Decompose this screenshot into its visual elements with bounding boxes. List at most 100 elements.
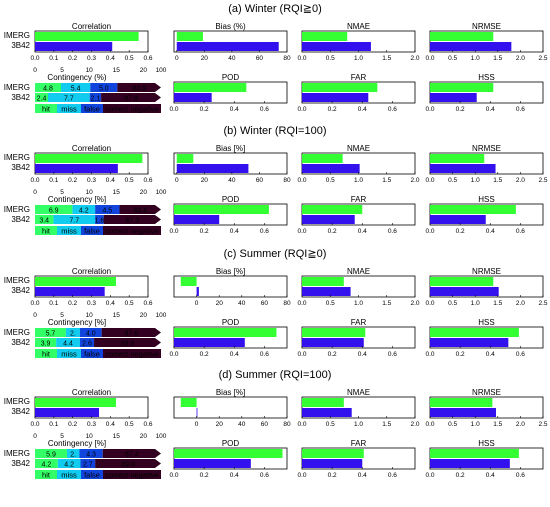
tick-label: 1.0 [471,177,480,184]
contingency-segment [72,205,96,214]
tick-label: 0.2 [328,106,337,113]
legend-swatch-correct-negative [103,104,161,113]
tick-label: 2.5 [538,421,547,428]
tick-label: 0.0 [297,55,306,62]
contingency-segment [103,215,161,224]
legend-label-miss: miss [61,227,77,236]
metric-title: HSS [478,318,494,327]
metric-title: Correlation [72,388,111,397]
contingency-value: 89.0 [121,462,135,469]
contingency-tick-label: 100 [156,189,167,196]
contingency-value: 1.6 [95,218,105,225]
metric-title: Correlation [72,22,111,31]
tick-label: 20 [216,300,224,307]
tick-label: 0.3 [87,421,96,428]
product-label-imerg: IMERG [4,276,30,285]
bar-imerg [35,398,116,407]
contingency-segment [53,215,96,224]
contingency-segment [35,215,54,224]
metric-title: Bias [%] [216,267,245,276]
tick-label: 2.5 [538,177,547,184]
bar-imerg [174,449,283,458]
tick-label: 1.0 [354,55,363,62]
bar-3b42 [196,287,199,296]
tick-label: 0.4 [486,351,495,358]
contingency-tick-label: 5 [60,67,64,74]
product-label-3b42: 3B42 [11,286,30,295]
panel-frame [173,203,288,226]
contingency-segment [61,83,91,92]
contingency-segment [79,328,102,337]
bar-3b42 [174,459,251,468]
metric-title: NMAE [347,22,370,31]
contingency-value: 2.6 [82,341,92,348]
bar-imerg [174,83,247,92]
bar-3b42 [35,408,100,417]
tick-label: 2.5 [538,300,547,307]
contingency-value: 2. [70,452,76,459]
contingency-title: Contingency [%] [48,318,106,327]
tick-label: 0.2 [200,106,209,113]
product-label-3b42: 3B42 [11,338,30,347]
panel-frame [301,203,416,226]
bar-3b42 [176,42,279,51]
bar-3b42 [302,93,369,102]
bar-imerg [302,154,343,163]
tick-label: 0.5 [125,177,134,184]
contingency-segment [95,205,120,214]
bar-imerg [302,205,363,214]
tick-label: 1.5 [382,421,391,428]
bar-3b42 [196,408,198,417]
contingency-tick-label: 20 [140,189,148,196]
tick-label: 0.0 [425,177,434,184]
metric-title: FAR [351,439,367,448]
metric-title: POD [222,318,240,327]
tick-label: 0.4 [358,351,367,358]
tick-label: 0.2 [456,472,465,479]
metric-title: POD [222,195,240,204]
panel-frame [173,30,288,53]
metric-title: FAR [351,195,367,204]
contingency-tick-label: 5 [60,312,64,319]
bar-imerg [430,328,519,337]
block-b: (b) Winter (RQI=100)IMERG3B42Correlation… [4,125,548,236]
bar-imerg [174,205,269,214]
tick-label: 0.0 [169,228,178,235]
tick-label: 1.5 [493,177,502,184]
tick-label: 0.2 [68,421,77,428]
tick-label: 2.0 [516,300,525,307]
contingency-segment [35,93,49,102]
tick-label: 0.6 [516,351,525,358]
tick-label: 1.5 [493,55,502,62]
contingency-tick-label: 5 [60,433,64,440]
tick-label: 0.6 [516,106,525,113]
bar-imerg [430,277,494,286]
legend-label-false: false [84,105,100,114]
contingency-tick-label: 100 [156,312,167,319]
tick-label: 20 [201,177,209,184]
tick-label: 0 [195,300,199,307]
bar-imerg [35,154,143,163]
bar-3b42 [176,164,249,173]
tick-label: 0.4 [486,228,495,235]
bar-imerg [174,328,277,337]
panel-frame [429,396,544,419]
contingency-value: 4.2 [64,462,74,469]
tick-label: 0.6 [388,106,397,113]
tick-label: 0.0 [297,421,306,428]
bar-imerg [176,154,194,163]
panel-frame [301,326,416,349]
legend-label-miss: miss [61,471,77,480]
block-a: (a) Winter (RQI≧0)IMERG3B42Correlation0.… [4,3,548,114]
legend-swatch-miss [57,226,81,235]
contingency-tick-label: 5 [60,189,64,196]
tick-label: 0.2 [456,106,465,113]
contingency-tick-label: 0 [33,189,37,196]
bar-3b42 [302,408,352,417]
bar-imerg [430,32,494,41]
legend-label-false: false [84,471,100,480]
bar-3b42 [302,164,360,173]
tick-label: 0.0 [297,228,306,235]
metric-title: HSS [478,439,494,448]
